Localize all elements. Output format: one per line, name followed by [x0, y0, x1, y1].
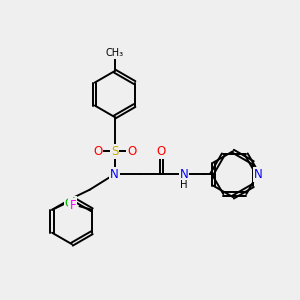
Text: S: S: [111, 145, 118, 158]
Text: O: O: [157, 145, 166, 158]
Text: F: F: [69, 199, 76, 212]
Text: H: H: [180, 180, 188, 190]
Text: N: N: [110, 168, 119, 181]
Text: N: N: [179, 168, 188, 181]
Text: CH₃: CH₃: [106, 48, 124, 58]
Text: O: O: [127, 145, 136, 158]
Text: Cl: Cl: [64, 197, 76, 210]
Text: N: N: [254, 168, 263, 181]
Text: O: O: [93, 145, 102, 158]
